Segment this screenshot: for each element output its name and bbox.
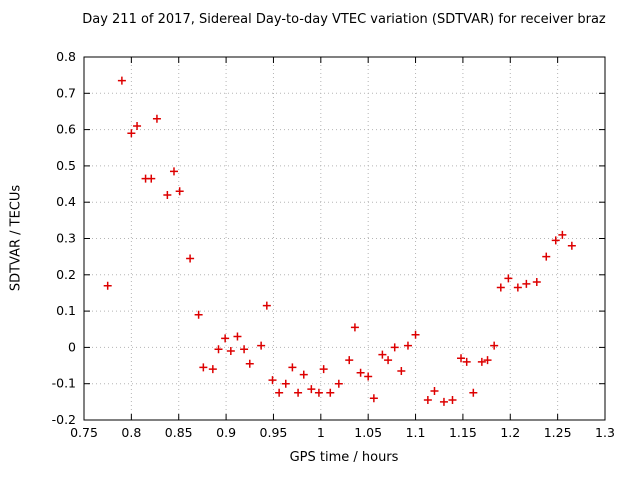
x-tick-label: 1.2 — [500, 425, 520, 440]
data-point-marker — [319, 365, 328, 374]
data-point-marker — [369, 394, 378, 403]
data-point-marker — [307, 385, 316, 394]
data-point-marker — [483, 356, 492, 365]
data-point-marker — [364, 372, 373, 381]
data-point-marker — [522, 279, 531, 288]
data-point-marker — [226, 347, 235, 356]
data-point-marker — [423, 396, 432, 405]
data-point-marker — [448, 396, 457, 405]
y-tick-label: 0.8 — [56, 49, 76, 64]
data-point-marker — [334, 379, 343, 388]
y-tick-label: 0.4 — [56, 194, 76, 209]
data-point-marker — [411, 330, 420, 339]
chart-title: Day 211 of 2017, Sidereal Day-to-day VTE… — [82, 12, 606, 27]
data-point-marker — [532, 278, 541, 287]
data-point-marker — [378, 350, 387, 359]
data-point-marker — [221, 334, 230, 343]
data-point-marker — [245, 359, 254, 368]
y-tick-label: -0.2 — [52, 412, 76, 427]
data-point-marker — [275, 388, 284, 397]
data-point-marker — [390, 343, 399, 352]
data-point-marker — [469, 388, 478, 397]
data-point-marker — [542, 252, 551, 261]
data-point-marker — [430, 386, 439, 395]
y-tick-label: 0.5 — [56, 158, 76, 173]
x-tick-label: 1.15 — [449, 425, 477, 440]
y-tick-label: 0.7 — [56, 85, 76, 100]
data-point-marker — [403, 341, 412, 350]
data-point-marker — [490, 341, 499, 350]
data-point-marker — [397, 366, 406, 375]
y-tick-label: 0.2 — [56, 267, 76, 282]
data-point-marker — [356, 368, 365, 377]
data-point-marker — [103, 281, 112, 290]
x-tick-label: 1.1 — [406, 425, 426, 440]
y-tick-label: 0.1 — [56, 303, 76, 318]
data-point-marker — [199, 363, 208, 372]
x-tick-label: 1.05 — [354, 425, 382, 440]
data-point-marker — [175, 187, 184, 196]
data-point-marker — [268, 376, 277, 385]
data-point-marker — [558, 230, 567, 239]
data-point-marker — [551, 236, 560, 245]
data-point-marker — [281, 379, 290, 388]
data-point-marker — [163, 190, 172, 199]
y-tick-label: -0.1 — [52, 376, 76, 391]
data-point-marker — [496, 283, 505, 292]
data-point-marker — [240, 345, 249, 354]
x-tick-label: 1 — [317, 425, 325, 440]
data-point-marker — [208, 365, 217, 374]
data-point-marker — [186, 254, 195, 263]
data-point-marker — [147, 174, 156, 183]
data-point-marker — [262, 301, 271, 310]
data-point-marker — [214, 345, 223, 354]
data-point-marker — [439, 397, 448, 406]
data-point-marker — [294, 388, 303, 397]
plot-border — [83, 56, 606, 421]
data-point-marker — [194, 310, 203, 319]
data-point-marker — [133, 121, 142, 130]
x-tick-label: 0.8 — [121, 425, 141, 440]
data-point-marker — [513, 283, 522, 292]
data-point-marker — [117, 76, 126, 85]
data-point-marker — [504, 274, 513, 283]
x-tick-label: 0.75 — [70, 425, 98, 440]
data-point-marker — [567, 241, 576, 250]
data-point-marker — [233, 332, 242, 341]
x-tick-label: 0.95 — [260, 425, 288, 440]
x-axis-label: GPS time / hours — [289, 450, 399, 465]
data-point-marker — [314, 388, 323, 397]
data-point-marker — [477, 357, 486, 366]
data-point-marker — [457, 354, 466, 363]
x-tick-label: 0.85 — [165, 425, 193, 440]
data-point-marker — [288, 363, 297, 372]
data-point-marker — [384, 356, 393, 365]
data-point-marker — [299, 370, 308, 379]
data-point-marker — [462, 357, 471, 366]
data-point-marker — [152, 114, 161, 123]
data-point-marker — [326, 388, 335, 397]
y-tick-label: 0 — [68, 339, 76, 354]
data-point-marker — [345, 356, 354, 365]
data-point-marker — [169, 167, 178, 176]
data-point-marker — [127, 129, 136, 138]
x-tick-label: 1.25 — [544, 425, 572, 440]
y-tick-label: 0.3 — [56, 231, 76, 246]
x-tick-label: 0.9 — [216, 425, 236, 440]
data-point-marker — [257, 341, 266, 350]
data-point-marker — [350, 323, 359, 332]
y-tick-label: 0.6 — [56, 122, 76, 137]
x-tick-label: 1.3 — [595, 425, 615, 440]
